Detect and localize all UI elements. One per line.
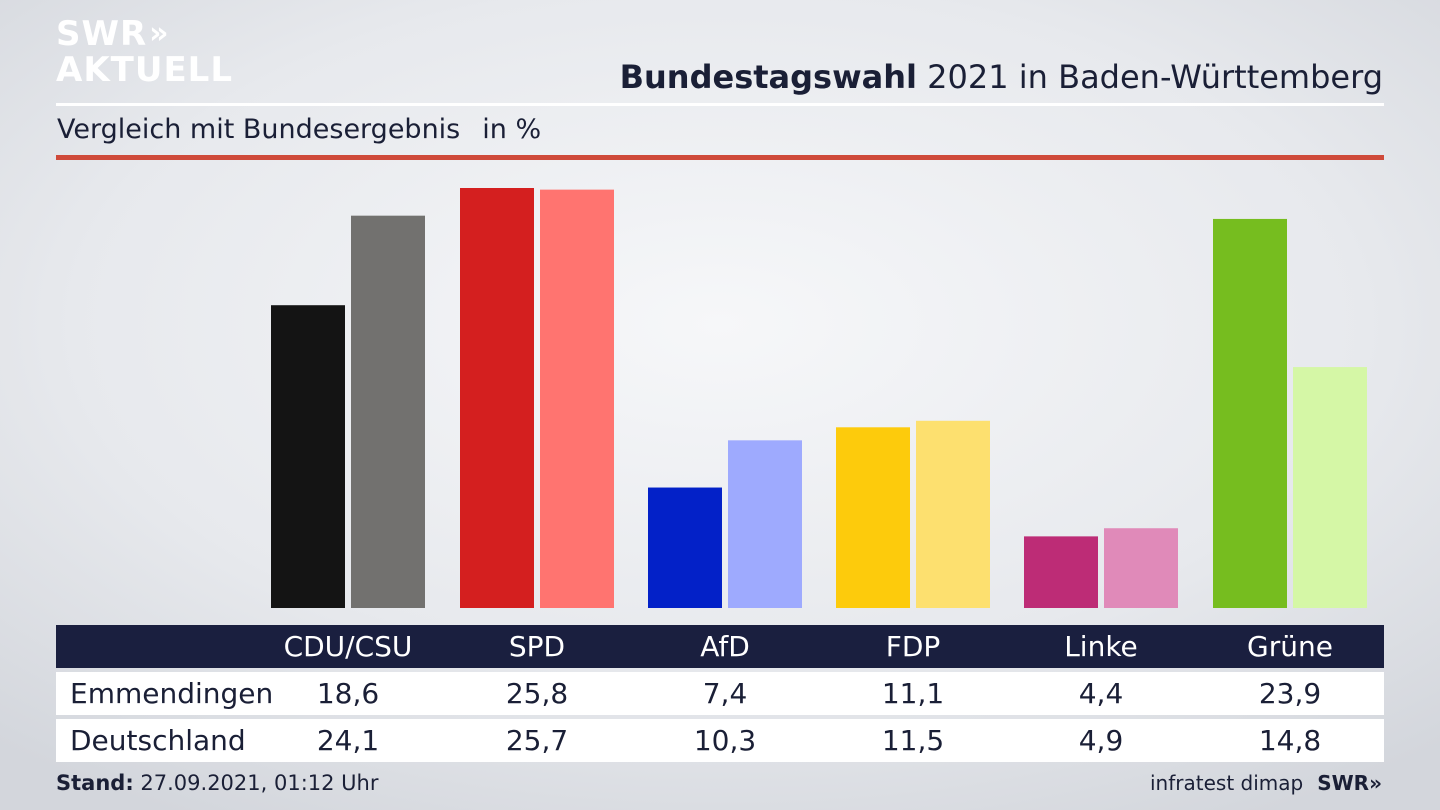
column-header: SPD <box>508 630 566 663</box>
table-cell: 10,3 <box>693 724 757 757</box>
table-cell: 7,4 <box>702 677 748 710</box>
title-bold: Bundestagswahl <box>619 58 917 96</box>
table-cell: 18,6 <box>316 677 380 710</box>
table-cell: 23,9 <box>1258 677 1322 710</box>
logo-aktuell: AKTUELL <box>56 50 234 90</box>
row-label: Emmendingen <box>70 677 274 710</box>
column-header: AfD <box>700 630 750 663</box>
results-table: CDU/CSU SPD AfD FDP Linke Grüne Emmendingen 1… <box>56 625 1384 762</box>
timestamp: Stand: 27.09.2021, 01:12 Uhr <box>56 771 379 795</box>
bar-grüne-emmendingen <box>1213 218 1287 608</box>
subtitle-text: Vergleich mit Bundesergebnis <box>57 114 461 145</box>
column-header: FDP <box>885 630 941 663</box>
column-header: CDU/CSU <box>283 630 413 663</box>
bar-linke-deutschland <box>1104 528 1178 608</box>
table-cell: 14,8 <box>1258 724 1322 757</box>
page-title: Bundestagswahl 2021 in Baden-Württemberg <box>620 58 1383 96</box>
title-divider <box>56 103 1384 106</box>
accent-divider <box>56 155 1384 160</box>
column-header: Grüne <box>1247 630 1333 663</box>
table-cell: 4,9 <box>1078 724 1124 757</box>
stand-label: Stand: <box>56 771 134 795</box>
row-label: Deutschland <box>70 724 246 757</box>
table-cell: 11,5 <box>881 724 945 757</box>
bar-grüne-deutschland <box>1293 367 1367 608</box>
table-header: CDU/CSU SPD AfD FDP Linke Grüne <box>56 625 1384 668</box>
bar-linke-emmendingen <box>1024 536 1098 608</box>
column-header: Linke <box>1064 630 1138 663</box>
unit-label: in % <box>482 114 542 145</box>
bar-fdp-deutschland <box>916 420 990 608</box>
title-rest: 2021 in Baden-Württemberg <box>916 58 1383 96</box>
bar-spd-deutschland <box>540 189 614 608</box>
bar-spd-emmendingen <box>460 188 534 608</box>
bar-afd-deutschland <box>728 440 802 608</box>
bar-chart <box>271 188 1367 608</box>
logo-swr: SWR <box>56 14 148 54</box>
source-credit: infratest dimap SWR» <box>1150 771 1382 795</box>
table-cell: 25,7 <box>505 724 569 757</box>
table-cell: 25,8 <box>505 677 569 710</box>
chart-subtitle: Vergleich mit Bundesergebnis in % <box>57 114 541 145</box>
table-cell: 24,1 <box>316 724 380 757</box>
bar-cdu-csu-emmendingen <box>271 305 345 608</box>
stand-value: 27.09.2021, 01:12 Uhr <box>133 771 379 795</box>
swr-small-logo: SWR» <box>1317 771 1382 795</box>
source-text: infratest dimap <box>1150 771 1304 795</box>
table-row: Deutschland 24,1 25,7 10,3 11,5 4,9 14,8 <box>56 719 1384 762</box>
table-cell: 11,1 <box>881 677 945 710</box>
swr-aktuell-logo: SWR » AKTUELL <box>56 16 233 88</box>
bar-afd-emmendingen <box>648 487 722 608</box>
table-cell: 4,4 <box>1078 677 1124 710</box>
bar-cdu-csu-deutschland <box>351 215 425 608</box>
bar-fdp-emmendingen <box>836 427 910 608</box>
table-row: Emmendingen 18,6 25,8 7,4 11,1 4,4 23,9 <box>56 672 1384 715</box>
